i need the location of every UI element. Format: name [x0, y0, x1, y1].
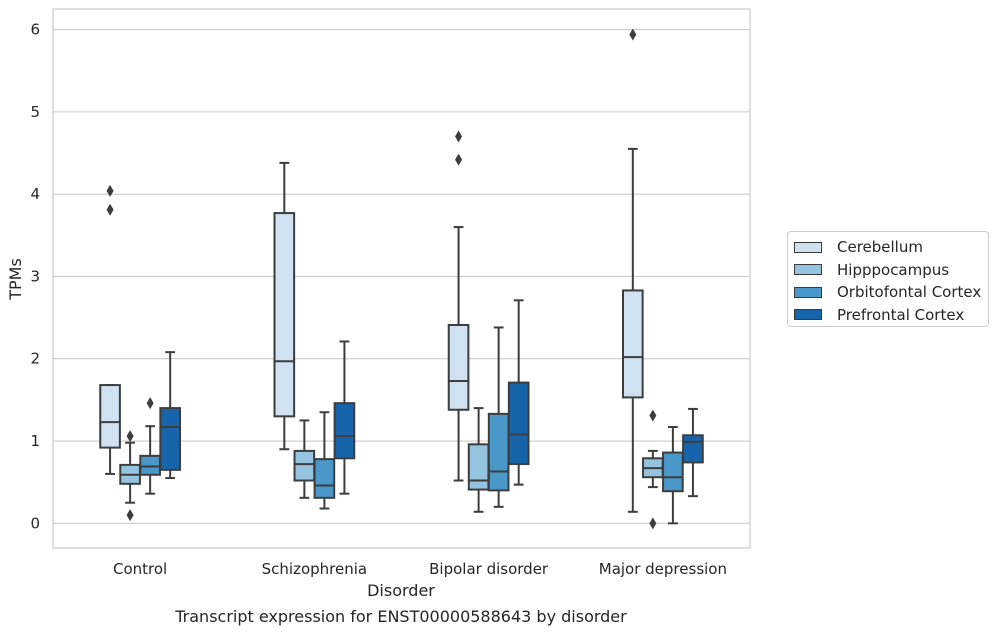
- box-1-2: [313, 411, 336, 510]
- box-body: [159, 407, 182, 471]
- outlier-point: [126, 509, 134, 522]
- box-body: [99, 384, 121, 449]
- box-0-0: [99, 184, 121, 475]
- box-groups: [99, 28, 704, 530]
- box-2-0: [447, 130, 470, 482]
- box-body: [662, 451, 684, 493]
- x-tick-label: Major depression: [599, 560, 727, 578]
- y-tick-label: 5: [30, 103, 40, 121]
- box-body: [313, 458, 336, 499]
- outlier-point: [146, 397, 154, 410]
- box-3-2: [662, 426, 684, 525]
- box-2-1: [467, 407, 490, 513]
- outlier-point: [126, 430, 134, 443]
- outlier-point: [649, 409, 657, 422]
- legend-item: Prefrontal Cortex: [792, 304, 988, 327]
- box-body: [447, 323, 470, 411]
- y-tick-labels: 0 1 2 3 4 5 6: [30, 21, 40, 533]
- legend-label: Prefrontal Cortex: [837, 305, 965, 324]
- y-axis-label: TPMs: [6, 258, 25, 301]
- box-0-2: [139, 397, 161, 495]
- legend-label: Cerebellum: [837, 238, 923, 257]
- x-tick-labels: Control Schizophrenia Bipolar disorder Majo…: [113, 560, 727, 578]
- y-tick-label: 1: [30, 432, 40, 450]
- legend-item: Orbitofontal Cortex: [792, 281, 988, 304]
- box-body: [682, 434, 704, 464]
- box-1-3: [333, 340, 356, 495]
- y-tick-label: 2: [30, 350, 40, 368]
- outlier-point: [649, 517, 657, 530]
- legend-swatch: [794, 309, 822, 321]
- y-tick-label: 4: [30, 185, 40, 203]
- box-3-3: [682, 407, 704, 498]
- x-axis-label: Disorder: [367, 581, 435, 600]
- box-body: [621, 289, 644, 399]
- y-tick-label: 0: [30, 514, 40, 532]
- outlier-point: [455, 130, 463, 143]
- legend-item: Cerebellum: [792, 236, 988, 259]
- outlier-point: [629, 28, 637, 41]
- box-0-3: [159, 351, 182, 480]
- box-body: [139, 454, 161, 476]
- x-tick-label: Control: [113, 560, 167, 578]
- x-tick-label: Bipolar disorder: [429, 560, 549, 578]
- legend-item: Hipppocampus: [792, 259, 988, 282]
- legend-swatch: [794, 286, 822, 298]
- box-body: [467, 443, 490, 491]
- plot-frame: [52, 8, 751, 549]
- box-body: [487, 412, 510, 492]
- box-3-0: [621, 28, 644, 513]
- box-body: [333, 402, 356, 460]
- legend: Cerebellum Hipppocampus Orbitofontal Corte…: [787, 231, 989, 327]
- legend-swatch: [794, 241, 822, 253]
- box-body: [293, 449, 316, 482]
- box-1-0: [273, 161, 296, 451]
- legend-label: Hipppocampus: [837, 260, 950, 279]
- legend-swatch: [794, 264, 822, 276]
- outlier-point: [455, 153, 463, 166]
- outlier-point: [106, 184, 114, 197]
- box-2-3: [507, 299, 530, 486]
- outlier-point: [106, 203, 114, 216]
- y-tick-label: 6: [30, 21, 40, 39]
- box-0-1: [119, 430, 141, 522]
- box-body: [507, 381, 530, 466]
- chart-caption: Transcript expression for ENST0000058864…: [174, 607, 627, 626]
- legend-label: Orbitofontal Cortex: [837, 283, 982, 302]
- x-tick-label: Schizophrenia: [262, 560, 367, 578]
- box-body: [273, 212, 296, 418]
- y-tick-label: 3: [30, 267, 40, 285]
